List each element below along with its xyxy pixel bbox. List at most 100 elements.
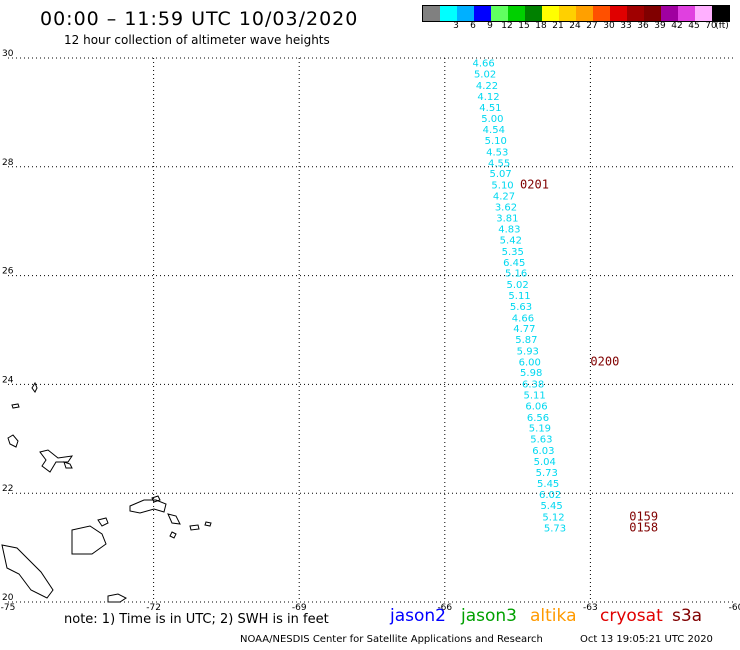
swh-label: 6.03: [532, 446, 554, 457]
swh-label: 4.77: [513, 324, 535, 335]
legend-swatch: [440, 6, 457, 21]
time-label: 0201: [520, 178, 549, 192]
swh-label: 5.11: [508, 291, 530, 302]
swh-label: 4.27: [493, 191, 515, 202]
legend-tick-label: 33: [620, 21, 632, 31]
coastline: [129, 499, 167, 514]
lat-tick-label: 20: [2, 593, 14, 603]
swh-label: 4.66: [512, 313, 534, 324]
legend-swatch: [678, 6, 695, 21]
swh-label: 4.66: [472, 59, 494, 70]
swh-label: 5.87: [515, 335, 537, 346]
swh-label: 5.42: [500, 236, 522, 247]
coastline: [63, 461, 73, 469]
legend-tick-label: 15: [518, 21, 530, 31]
lon-tick-label: -63: [583, 603, 598, 613]
swh-label: 5.93: [517, 346, 539, 357]
legend-tick-label: 24: [569, 21, 581, 31]
coastline: [107, 593, 127, 603]
lon-tick-label: -60: [729, 603, 740, 613]
swh-label: 5.10: [485, 136, 507, 147]
swh-label: 4.55: [488, 158, 510, 169]
legend-swatch: [610, 6, 627, 21]
lon-tick-label: -66: [437, 603, 452, 613]
swh-label: 4.22: [476, 81, 498, 92]
swh-label: 3.81: [496, 214, 518, 225]
coastline: [31, 381, 38, 393]
legend-swatch: [576, 6, 593, 21]
legend-tick-label: 45: [688, 21, 700, 31]
coastline: [204, 521, 212, 527]
lon-tick-label: -69: [292, 603, 307, 613]
legend-tick-label: 6: [470, 21, 476, 31]
color-legend: [422, 5, 730, 22]
legend-swatch: [542, 6, 559, 21]
legend-swatch: [457, 6, 474, 21]
legend-tick-label: 39: [654, 21, 666, 31]
lat-tick-label: 26: [2, 267, 14, 277]
legend-swatch: [627, 6, 644, 21]
coastline: [71, 525, 107, 555]
swh-label: 6.56: [527, 413, 549, 424]
lat-tick-label: 24: [2, 375, 14, 385]
legend-swatch: [423, 6, 440, 21]
legend-swatch: [712, 6, 729, 21]
swh-label: 5.16: [505, 269, 527, 280]
swh-label: 5.10: [491, 181, 513, 192]
swh-label: 4.12: [477, 92, 499, 103]
swh-label: 5.45: [540, 501, 562, 512]
legend-tick-label: 42: [671, 21, 683, 31]
legend-tick-label: 70: [705, 21, 717, 31]
swh-label: 5.12: [542, 512, 564, 523]
legend-tick-label: 21: [552, 21, 564, 31]
credit-line: NOAA/NESDIS Center for Satellite Applica…: [240, 634, 543, 645]
coastline: [97, 517, 109, 527]
coastline: [189, 524, 200, 531]
swh-label: 5.45: [537, 479, 559, 490]
lat-tick-label: 22: [2, 484, 13, 494]
legend-swatch: [644, 6, 661, 21]
swh-label: 5.11: [523, 391, 545, 402]
legend-tick-label: 30: [603, 21, 615, 31]
coastline: [1, 544, 54, 599]
legend-tick-label: 9: [487, 21, 493, 31]
swh-label: 6.45: [503, 258, 525, 269]
coastline: [151, 495, 161, 503]
lat-tick-label: 28: [2, 158, 14, 168]
legend-swatch: [508, 6, 525, 21]
swh-label: 3.62: [495, 202, 517, 213]
swh-label: 4.51: [479, 103, 501, 114]
swh-label: 5.02: [474, 70, 496, 81]
legend-swatch: [559, 6, 576, 21]
legend-tick-label: 36: [637, 21, 649, 31]
legend-tick-label: 12: [501, 21, 513, 31]
swh-label: 4.83: [498, 225, 520, 236]
swh-label: 6.38: [522, 380, 544, 391]
legend-swatch: [695, 6, 712, 21]
lat-tick-label: 30: [2, 49, 14, 59]
mission-cryosat: cryosat: [600, 606, 663, 626]
lon-tick-label: -75: [1, 603, 16, 613]
swh-label: 5.63: [510, 302, 532, 313]
swh-label: 5.07: [489, 169, 511, 180]
legend-unit: (ft): [715, 21, 729, 31]
swh-label: 6.00: [519, 357, 541, 368]
swh-label: 4.54: [483, 125, 505, 136]
swh-label: 5.19: [529, 424, 551, 435]
legend-swatch: [661, 6, 678, 21]
page-subtitle: 12 hour collection of altimeter wave hei…: [64, 33, 330, 47]
coastline: [39, 449, 74, 473]
swh-label: 5.73: [544, 523, 566, 534]
coastline: [167, 513, 181, 525]
swh-label: 5.63: [530, 435, 552, 446]
mission-jason2: jason2: [390, 606, 446, 626]
legend-swatch: [593, 6, 610, 21]
legend-swatch: [525, 6, 542, 21]
swh-label: 6.02: [539, 490, 561, 501]
coastline: [169, 531, 177, 539]
lon-tick-label: -72: [146, 603, 161, 613]
legend-tick-label: 3: [453, 21, 459, 31]
mission-altika: altika: [530, 606, 577, 626]
swh-label: 5.00: [481, 114, 503, 125]
